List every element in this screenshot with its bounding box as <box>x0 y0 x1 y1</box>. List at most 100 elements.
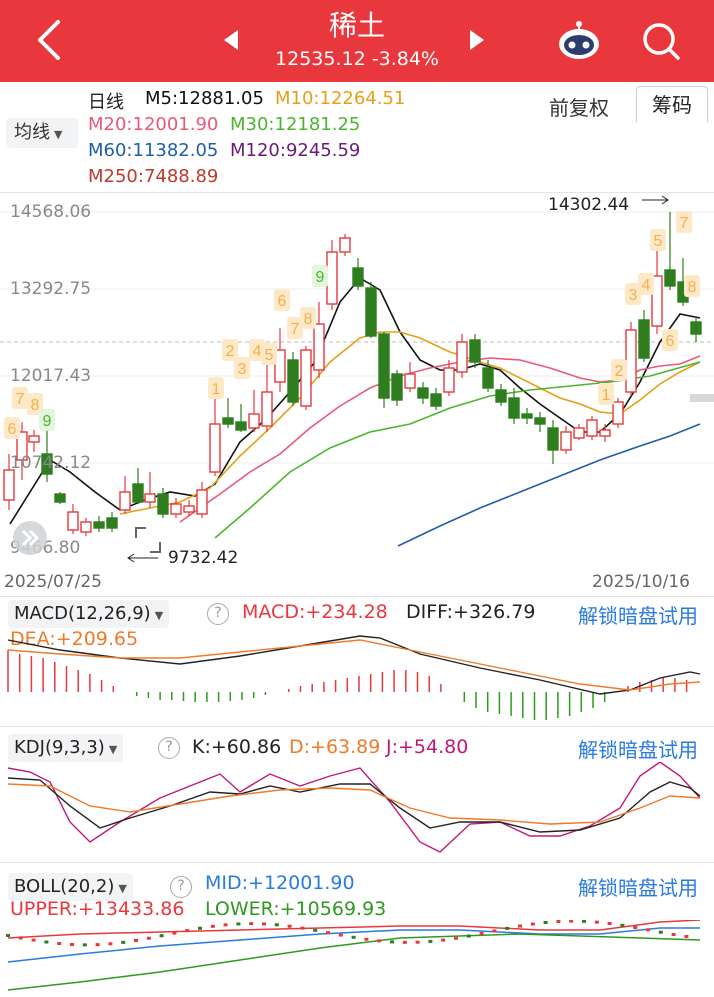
boll-candle <box>18 936 23 940</box>
unlock-dark-pool-link[interactable]: 解锁暗盘试用 <box>578 738 698 762</box>
svg-text:9: 9 <box>43 413 52 430</box>
boll-candle <box>671 933 676 937</box>
boll-candle <box>658 930 663 934</box>
boll-candle <box>313 928 318 932</box>
candle <box>3 454 15 510</box>
kdj-name: KDJ(9,3,3) <box>14 737 105 758</box>
ma30-line <box>214 361 701 539</box>
candle <box>612 398 624 428</box>
ma5-line <box>9 276 701 525</box>
svg-text:2: 2 <box>615 363 624 380</box>
candle <box>41 428 53 482</box>
candle <box>352 258 364 290</box>
d-line <box>7 783 701 825</box>
candle <box>534 412 546 432</box>
help-icon[interactable]: ? <box>158 737 180 759</box>
boll-candle <box>44 940 49 944</box>
signal-marker: 3 <box>625 283 641 305</box>
boll-candle <box>236 922 241 926</box>
fullscreen-icon[interactable] <box>130 522 166 558</box>
ma10-legend: M10:12264.51 <box>275 88 406 109</box>
divider <box>0 862 714 863</box>
kdj-selector[interactable]: KDJ(9,3,3) ▼ <box>8 734 124 762</box>
back-arrow-icon[interactable] <box>30 18 70 62</box>
divider <box>0 596 714 597</box>
boll-candle <box>121 940 126 944</box>
boll-candle <box>82 943 87 947</box>
candle <box>119 476 131 514</box>
candle <box>132 468 144 504</box>
boll-candle <box>620 923 625 927</box>
boll-candle <box>556 920 561 923</box>
svg-text:4: 4 <box>253 343 262 360</box>
boll-candle <box>377 939 382 943</box>
candle <box>508 388 520 424</box>
candle <box>378 332 390 408</box>
candle <box>430 388 442 410</box>
kdj-chart <box>7 762 701 853</box>
search-icon[interactable] <box>640 20 682 62</box>
boll-lower-value: LOWER:+10569.93 <box>205 898 387 920</box>
boll-candle <box>441 938 446 942</box>
boll-candle <box>326 931 330 935</box>
unlock-dark-pool-link[interactable]: 解锁暗盘试用 <box>578 604 698 628</box>
candle <box>625 322 637 396</box>
boll-candle <box>633 925 638 929</box>
period-label[interactable]: 日线 <box>88 92 124 113</box>
candle <box>300 346 312 410</box>
divider <box>0 192 714 193</box>
signal-marker: 8 <box>300 307 316 329</box>
diff-line <box>7 635 701 695</box>
signal-marker: 6 <box>4 417 20 439</box>
caret-down-icon: ▼ <box>154 609 164 622</box>
boll-candle <box>159 934 164 938</box>
high-price-label: 14302.44 <box>548 195 630 215</box>
candle <box>209 392 221 476</box>
y-label-3: 12017.43 <box>10 366 92 386</box>
boll-candle <box>249 922 254 926</box>
svg-text:8: 8 <box>688 279 697 296</box>
svg-text:5: 5 <box>265 347 274 364</box>
j-line <box>7 762 701 853</box>
robot-assistant-icon[interactable] <box>555 18 603 62</box>
ma30-legend: M30:12181.25 <box>230 114 361 135</box>
divider <box>0 726 714 727</box>
diff-value: DIFF:+326.79 <box>406 601 536 623</box>
boll-candle <box>569 920 574 923</box>
unlock-dark-pool-link[interactable]: 解锁暗盘试用 <box>578 876 698 900</box>
svg-text:5: 5 <box>654 233 663 250</box>
candle <box>80 518 92 536</box>
svg-text:7: 7 <box>680 215 689 232</box>
expand-icon[interactable] <box>12 520 48 556</box>
help-icon[interactable]: ? <box>170 876 192 898</box>
help-icon[interactable]: ? <box>207 603 229 625</box>
svg-text:7: 7 <box>291 321 300 338</box>
boll-candle <box>146 936 151 940</box>
boll-candle <box>134 938 138 942</box>
candle <box>106 512 118 532</box>
candle <box>586 416 598 440</box>
boll-candle <box>210 924 215 928</box>
previous-stock-icon[interactable] <box>222 28 242 52</box>
boll-candle <box>594 920 599 924</box>
top-bar: 稀土 12535.12 -3.84% <box>0 0 714 82</box>
candle <box>638 310 650 362</box>
boll-chart <box>6 920 701 991</box>
boll-candle <box>390 940 394 944</box>
date-end: 2025/10/16 <box>592 572 690 592</box>
boll-candle <box>287 924 292 928</box>
candle <box>365 282 377 338</box>
chouma-tab[interactable]: 筹码 <box>636 86 708 122</box>
candle <box>495 384 507 406</box>
boll-selector[interactable]: BOLL(20,2) ▼ <box>8 873 133 901</box>
boll-candle <box>95 943 100 947</box>
ma-selector-button[interactable]: 均线 ▼ <box>6 118 78 148</box>
boll-candle <box>198 926 202 930</box>
next-stock-icon[interactable] <box>466 28 486 52</box>
fuquan-button[interactable]: 前复权 <box>549 96 609 120</box>
caret-down-icon: ▼ <box>54 128 63 141</box>
macd-selector[interactable]: MACD(12,26,9) ▼ <box>8 600 170 628</box>
boll-candle <box>262 922 266 926</box>
candle <box>443 360 455 396</box>
